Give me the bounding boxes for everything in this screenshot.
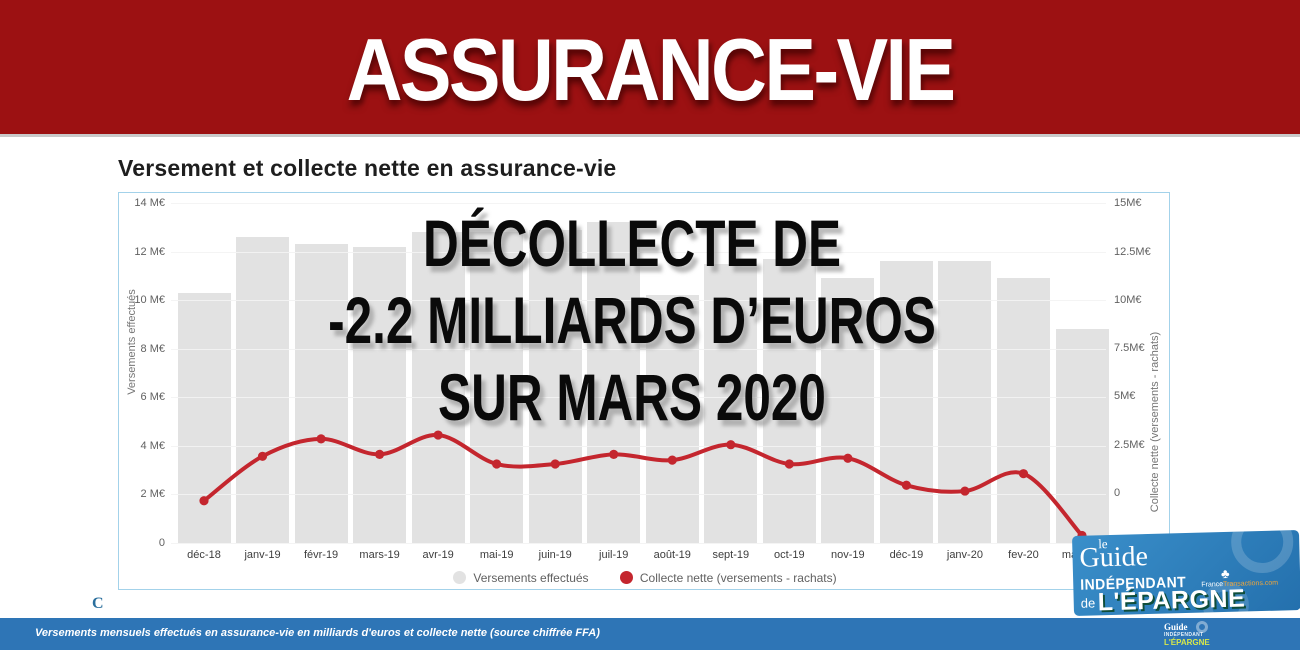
left-axis-tick-label: 10 M€ [134,294,165,306]
banner-title: ASSURANCE-VIE [346,20,956,119]
legend-label: Collecte nette (versements - rachats) [639,571,837,585]
collecte-point-août-19 [667,455,677,465]
legend-item-versements: Versements effectués [453,571,589,585]
chart-legend: Versements effectués Collecte nette (ver… [119,571,1171,585]
mini-logo: Guide INDÉPENDANT L'ÉPARGNE [1162,621,1210,647]
collecte-point-juil-19 [609,449,619,459]
left-axis-tick-label: 4 M€ [140,440,165,452]
bar-mai-19 [470,232,524,543]
collecte-point-nov-19 [843,453,853,463]
logo-ring-icon [1230,530,1295,574]
logo-word-de: de [1080,595,1096,611]
chart-card: 14 M€ 12 M€ 10 M€ 8 M€ 6 M€ 4 M€ 2 M€ 0 15M€ 12.5… [118,192,1170,590]
x-axis-label-oct-19: oct-19 [774,549,805,561]
x-axis-label-nov-19: nov-19 [831,549,865,561]
banner: ASSURANCE-VIE [0,0,1300,137]
footer-caption: Versements mensuels effectués en assuran… [35,627,600,639]
mini-logo-independant: INDÉPENDANT [1164,632,1204,638]
bar-mars-19 [353,246,407,543]
footer-strip: Versements mensuels effectués en assuran… [0,618,1300,650]
gray-dot-icon [453,571,467,584]
collecte-nette-line [202,433,1084,538]
legend-item-collecte: Collecte nette (versements - rachats) [619,571,837,585]
collecte-point-févr-19 [316,434,326,444]
right-axis-tick-label: 12.5M€ [1114,246,1151,258]
x-axis-label-janv-19: janv-19 [244,549,281,561]
club-icon: ♣ [1220,565,1230,582]
bar-févr-19 [294,244,348,543]
logo-word-epargne: L'ÉPARGNE [1097,584,1246,616]
red-dot-icon [619,571,633,584]
left-axis-tick-label: 12 M€ [134,246,165,258]
x-axis-label-déc-18: déc-18 [187,549,221,561]
x-axis-label-janv-20: janv-20 [946,549,983,561]
collecte-point-janv-19 [257,451,268,461]
left-axis-tick-label: 2 M€ [140,488,165,500]
chart-title: Versement et collecte nette en assurance… [118,155,617,181]
bar-sept-19 [704,263,758,543]
x-axis-label-fev-20: fev-20 [1008,549,1039,561]
logo-ring-icon [1196,621,1208,633]
x-axis-label-févr-19: févr-19 [303,549,339,561]
right-axis-tick-label: 5M€ [1114,390,1136,402]
left-axis-tick-label: 8 M€ [140,343,165,355]
gridline [171,494,1106,495]
bar-août-19 [645,295,699,543]
collecte-point-oct-19 [784,459,794,469]
gridline [171,397,1106,398]
bar-déc-19 [879,261,933,543]
collecte-point-juin-19 [550,459,560,469]
mini-logo-guide: Guide [1164,622,1188,632]
left-axis-title: Versements effectués [126,289,138,395]
collecte-point-sept-19 [726,440,736,450]
collecte-point-mai-19 [492,459,502,469]
x-axis-label-mars-19: mars-19 [359,549,400,561]
logo-word-guide: Guide [1079,541,1149,574]
gridline [171,349,1106,350]
gridline [171,446,1106,447]
mini-logo-epargne: L'ÉPARGNE [1164,638,1210,647]
bar-janv-19 [236,237,290,543]
bar-mars-20 [1055,329,1109,543]
x-axis-label-sept-19: sept-19 [712,549,750,561]
chart-reload-icon[interactable]: C [92,595,104,612]
bar-avr-19 [411,232,465,543]
right-axis-tick-label: 15M€ [1114,197,1142,209]
collecte-point-mars-19 [375,449,385,459]
left-axis-tick-label: 0 [158,537,165,549]
right-axis-tick-label: 0 [1114,487,1121,499]
left-axis-tick-label: 6 M€ [140,391,165,403]
x-axis-label-août-19: août-19 [653,549,691,561]
x-axis-label-avr-19: avr-19 [422,549,454,561]
collecte-point-avr-19 [433,430,443,440]
collecte-point-déc-19 [901,480,912,490]
right-axis-tick-label: 7.5M€ [1114,342,1145,354]
x-axis-label-juil-19: juil-19 [599,549,629,561]
x-axis-label-juin-19: juin-19 [538,549,572,561]
right-axis-title: Collecte nette (versements - rachats) [1149,331,1161,513]
legend-label: Versements effectués [473,571,589,585]
gridline [171,300,1106,301]
gridline [171,252,1106,253]
bar-nov-19 [821,278,875,543]
gridline [171,543,1106,544]
collecte-line-chart [199,430,1087,541]
bar-juil-19 [587,222,641,543]
collecte-point-fev-20 [1018,469,1029,479]
right-axis-tick-label: 2.5M€ [1114,439,1145,451]
gridline [171,203,1106,204]
right-axis-tick-label: 10M€ [1114,294,1142,306]
bar-juin-19 [528,229,582,543]
x-axis-label-déc-19: déc-19 [889,549,924,561]
guide-epargne-logo[interactable]: le Guide INDÉPENDANT ♣ FranceTransaction… [1071,530,1300,616]
collecte-point-déc-18 [199,496,209,506]
bar-fev-20 [996,278,1050,543]
bar-janv-20 [938,261,992,543]
bar-oct-19 [762,258,816,543]
x-axis-label-mai-19: mai-19 [479,549,514,561]
collecte-point-janv-20 [960,486,970,496]
left-axis-tick-label: 14 M€ [134,197,165,209]
